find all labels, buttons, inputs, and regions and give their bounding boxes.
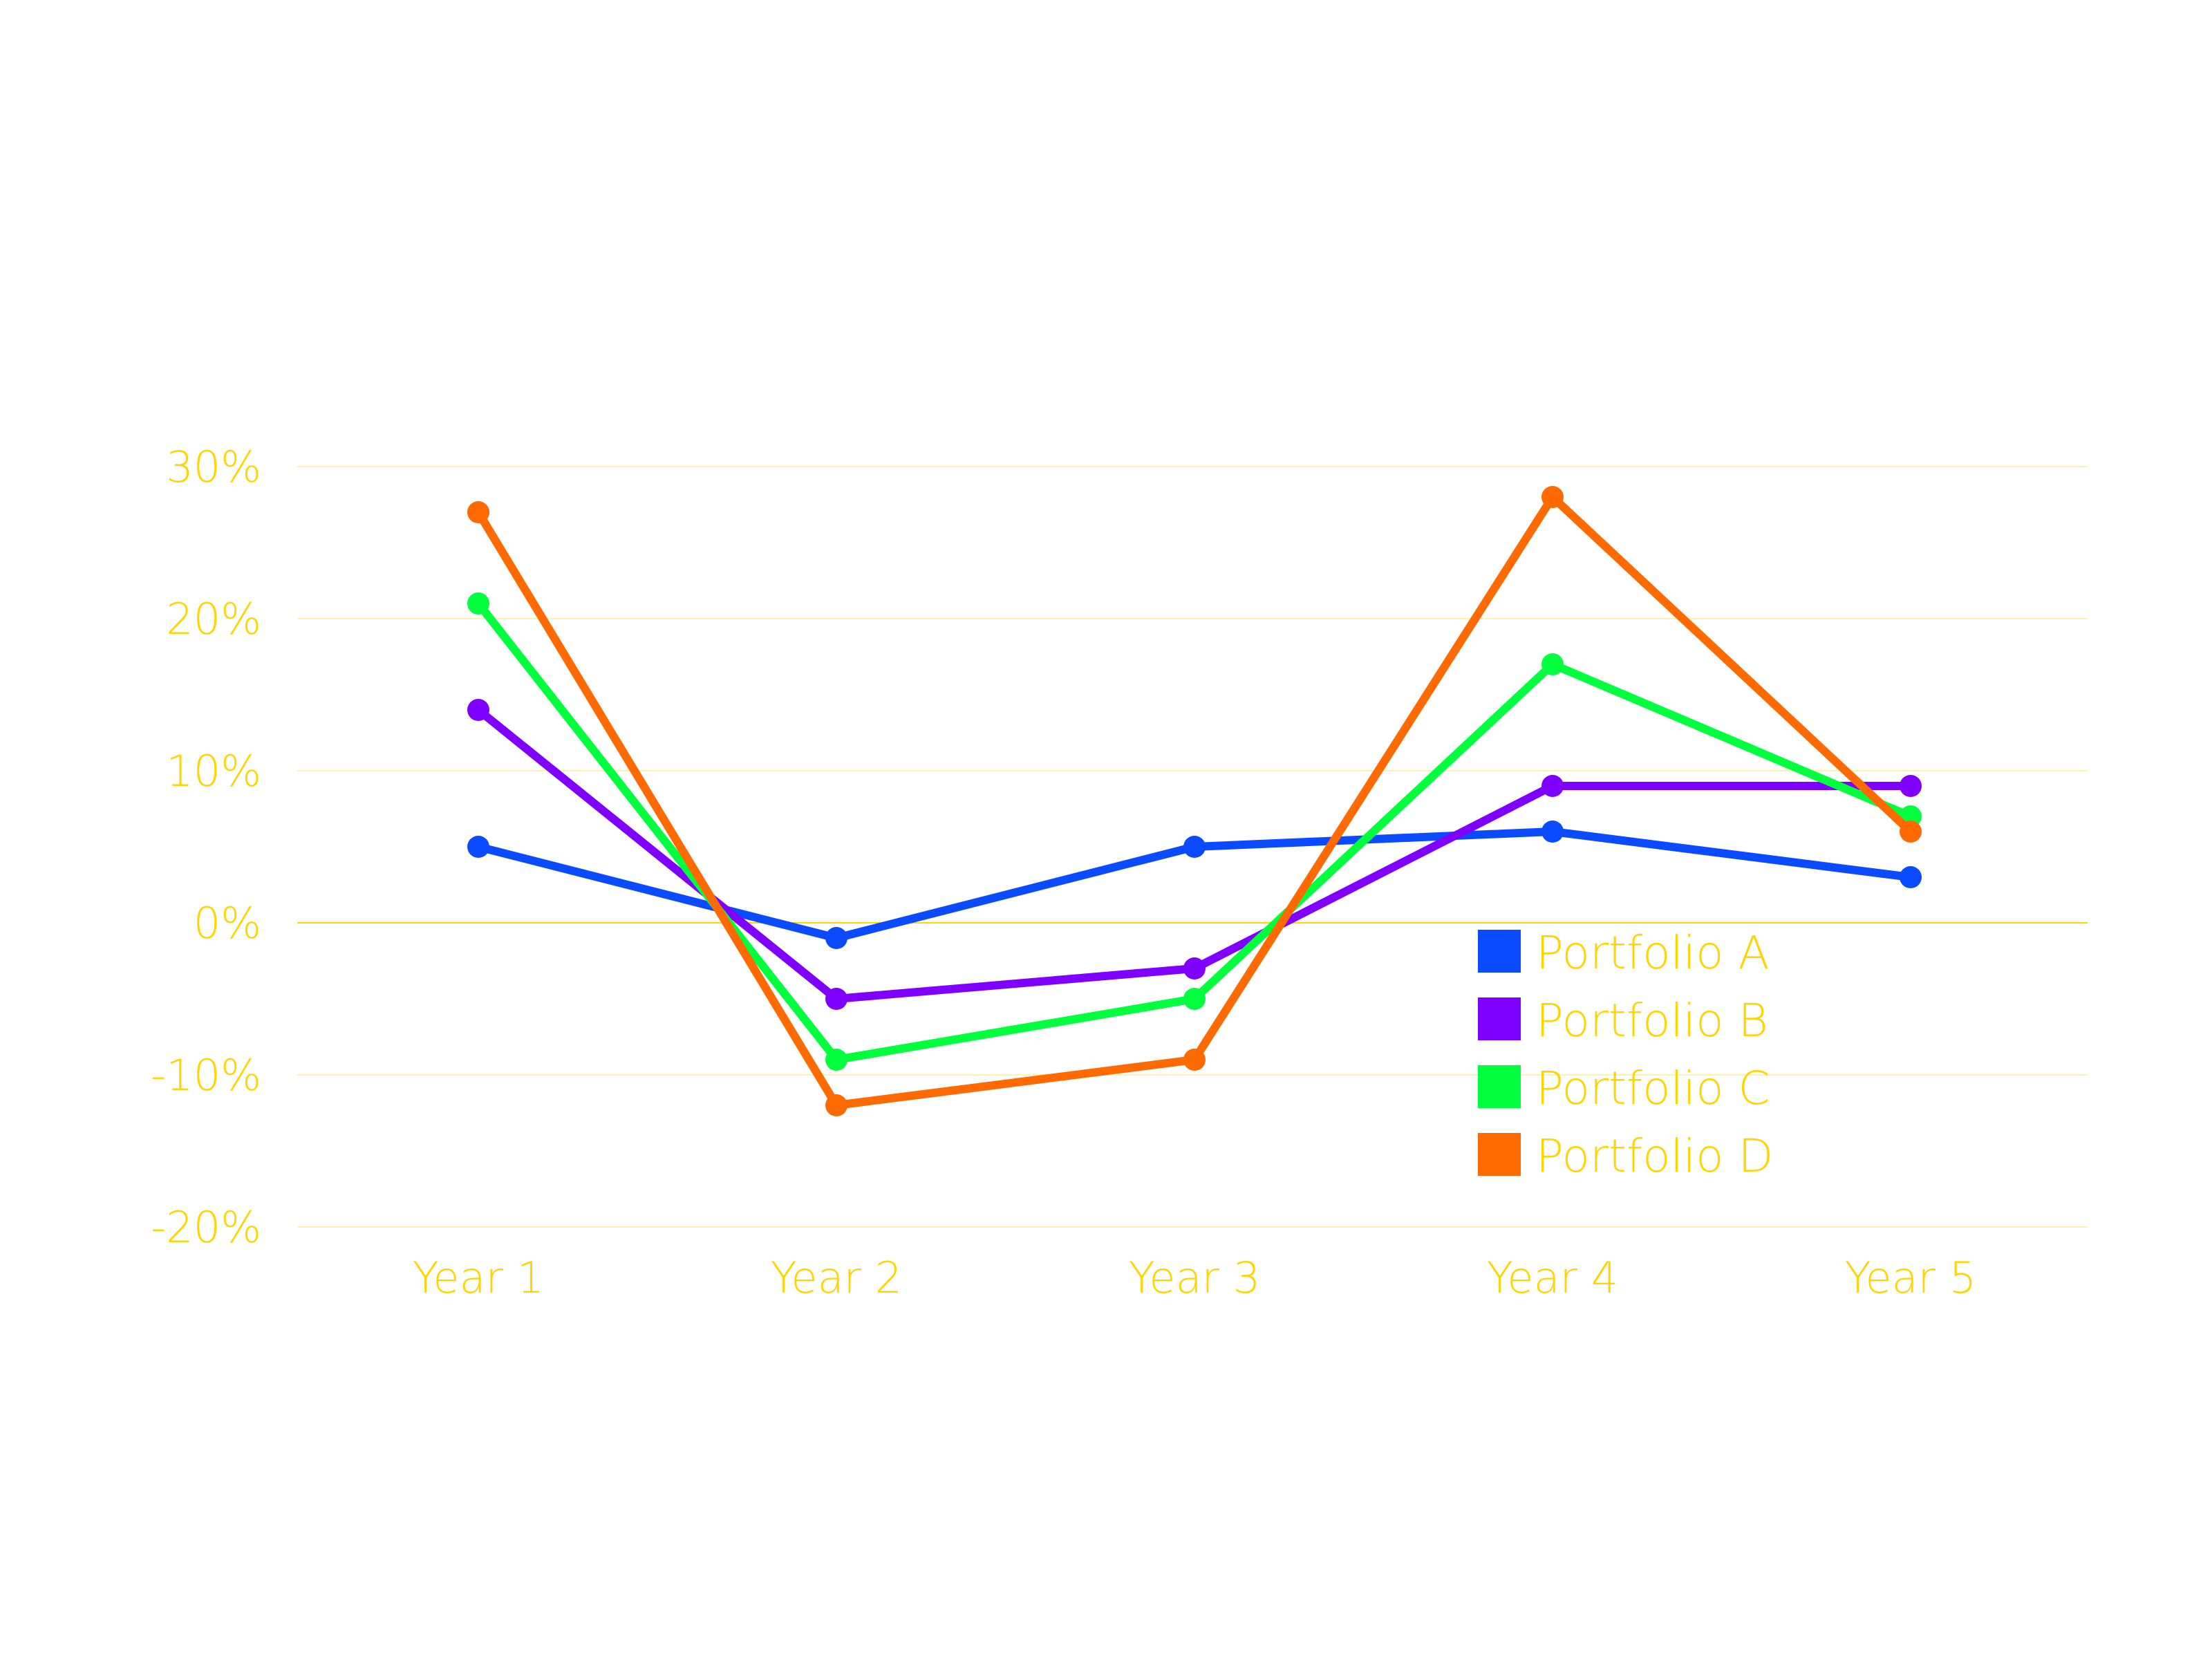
- y-tick-label: -10%: [151, 1050, 261, 1100]
- y-axis-tick-labels: 30% 20% 10% 0% -10% -20%: [151, 442, 261, 1253]
- data-point: [467, 836, 489, 858]
- grid-lines: [297, 466, 2088, 1228]
- y-tick-label: 20%: [166, 594, 261, 644]
- legend-label: Portfolio A: [1536, 926, 1770, 980]
- data-point: [825, 1094, 847, 1116]
- legend-swatch: [1478, 1065, 1521, 1108]
- data-point: [1183, 988, 1206, 1010]
- x-tick-label: Year 3: [1129, 1253, 1260, 1303]
- data-point: [1183, 1049, 1206, 1071]
- data-point: [1541, 821, 1564, 843]
- data-point: [1183, 836, 1206, 858]
- legend-item: Portfolio D: [1478, 1130, 1773, 1183]
- x-tick-label: Year 4: [1487, 1253, 1618, 1303]
- data-point: [1900, 866, 1922, 888]
- legend-item: Portfolio B: [1478, 994, 1768, 1047]
- series-lines: [467, 486, 1922, 1116]
- legend-label: Portfolio D: [1536, 1130, 1773, 1183]
- y-tick-label: 0%: [194, 898, 261, 948]
- x-tick-label: Year 2: [771, 1253, 902, 1303]
- y-tick-label: -20%: [151, 1202, 261, 1253]
- legend-swatch: [1478, 930, 1521, 973]
- legend-label: Portfolio C: [1536, 1062, 1770, 1115]
- data-point: [1541, 775, 1564, 797]
- legend: Portfolio A Portfolio B Portfolio C Portfol…: [1478, 926, 1773, 1183]
- data-point: [825, 1049, 847, 1071]
- legend-swatch: [1478, 997, 1521, 1040]
- legend-item: Portfolio A: [1478, 926, 1770, 980]
- legend-swatch: [1478, 1133, 1521, 1176]
- data-point: [1900, 775, 1922, 797]
- legend-label: Portfolio B: [1536, 994, 1768, 1047]
- data-point: [467, 501, 489, 523]
- x-axis-tick-labels: Year 1 Year 2 Year 3 Year 4 Year 5: [413, 1253, 1976, 1303]
- data-point: [1541, 653, 1564, 675]
- x-tick-label: Year 5: [1845, 1253, 1976, 1303]
- x-tick-label: Year 1: [413, 1253, 544, 1303]
- legend-item: Portfolio C: [1478, 1062, 1770, 1115]
- data-point: [1541, 486, 1564, 508]
- data-point: [1183, 957, 1206, 980]
- series-portfolio-d: [467, 486, 1922, 1116]
- y-tick-label: 10%: [166, 746, 261, 796]
- data-point: [825, 927, 847, 949]
- data-point: [467, 699, 489, 721]
- data-point: [825, 988, 847, 1010]
- y-tick-label: 30%: [166, 442, 261, 492]
- data-point: [467, 592, 489, 615]
- data-point: [1900, 821, 1922, 843]
